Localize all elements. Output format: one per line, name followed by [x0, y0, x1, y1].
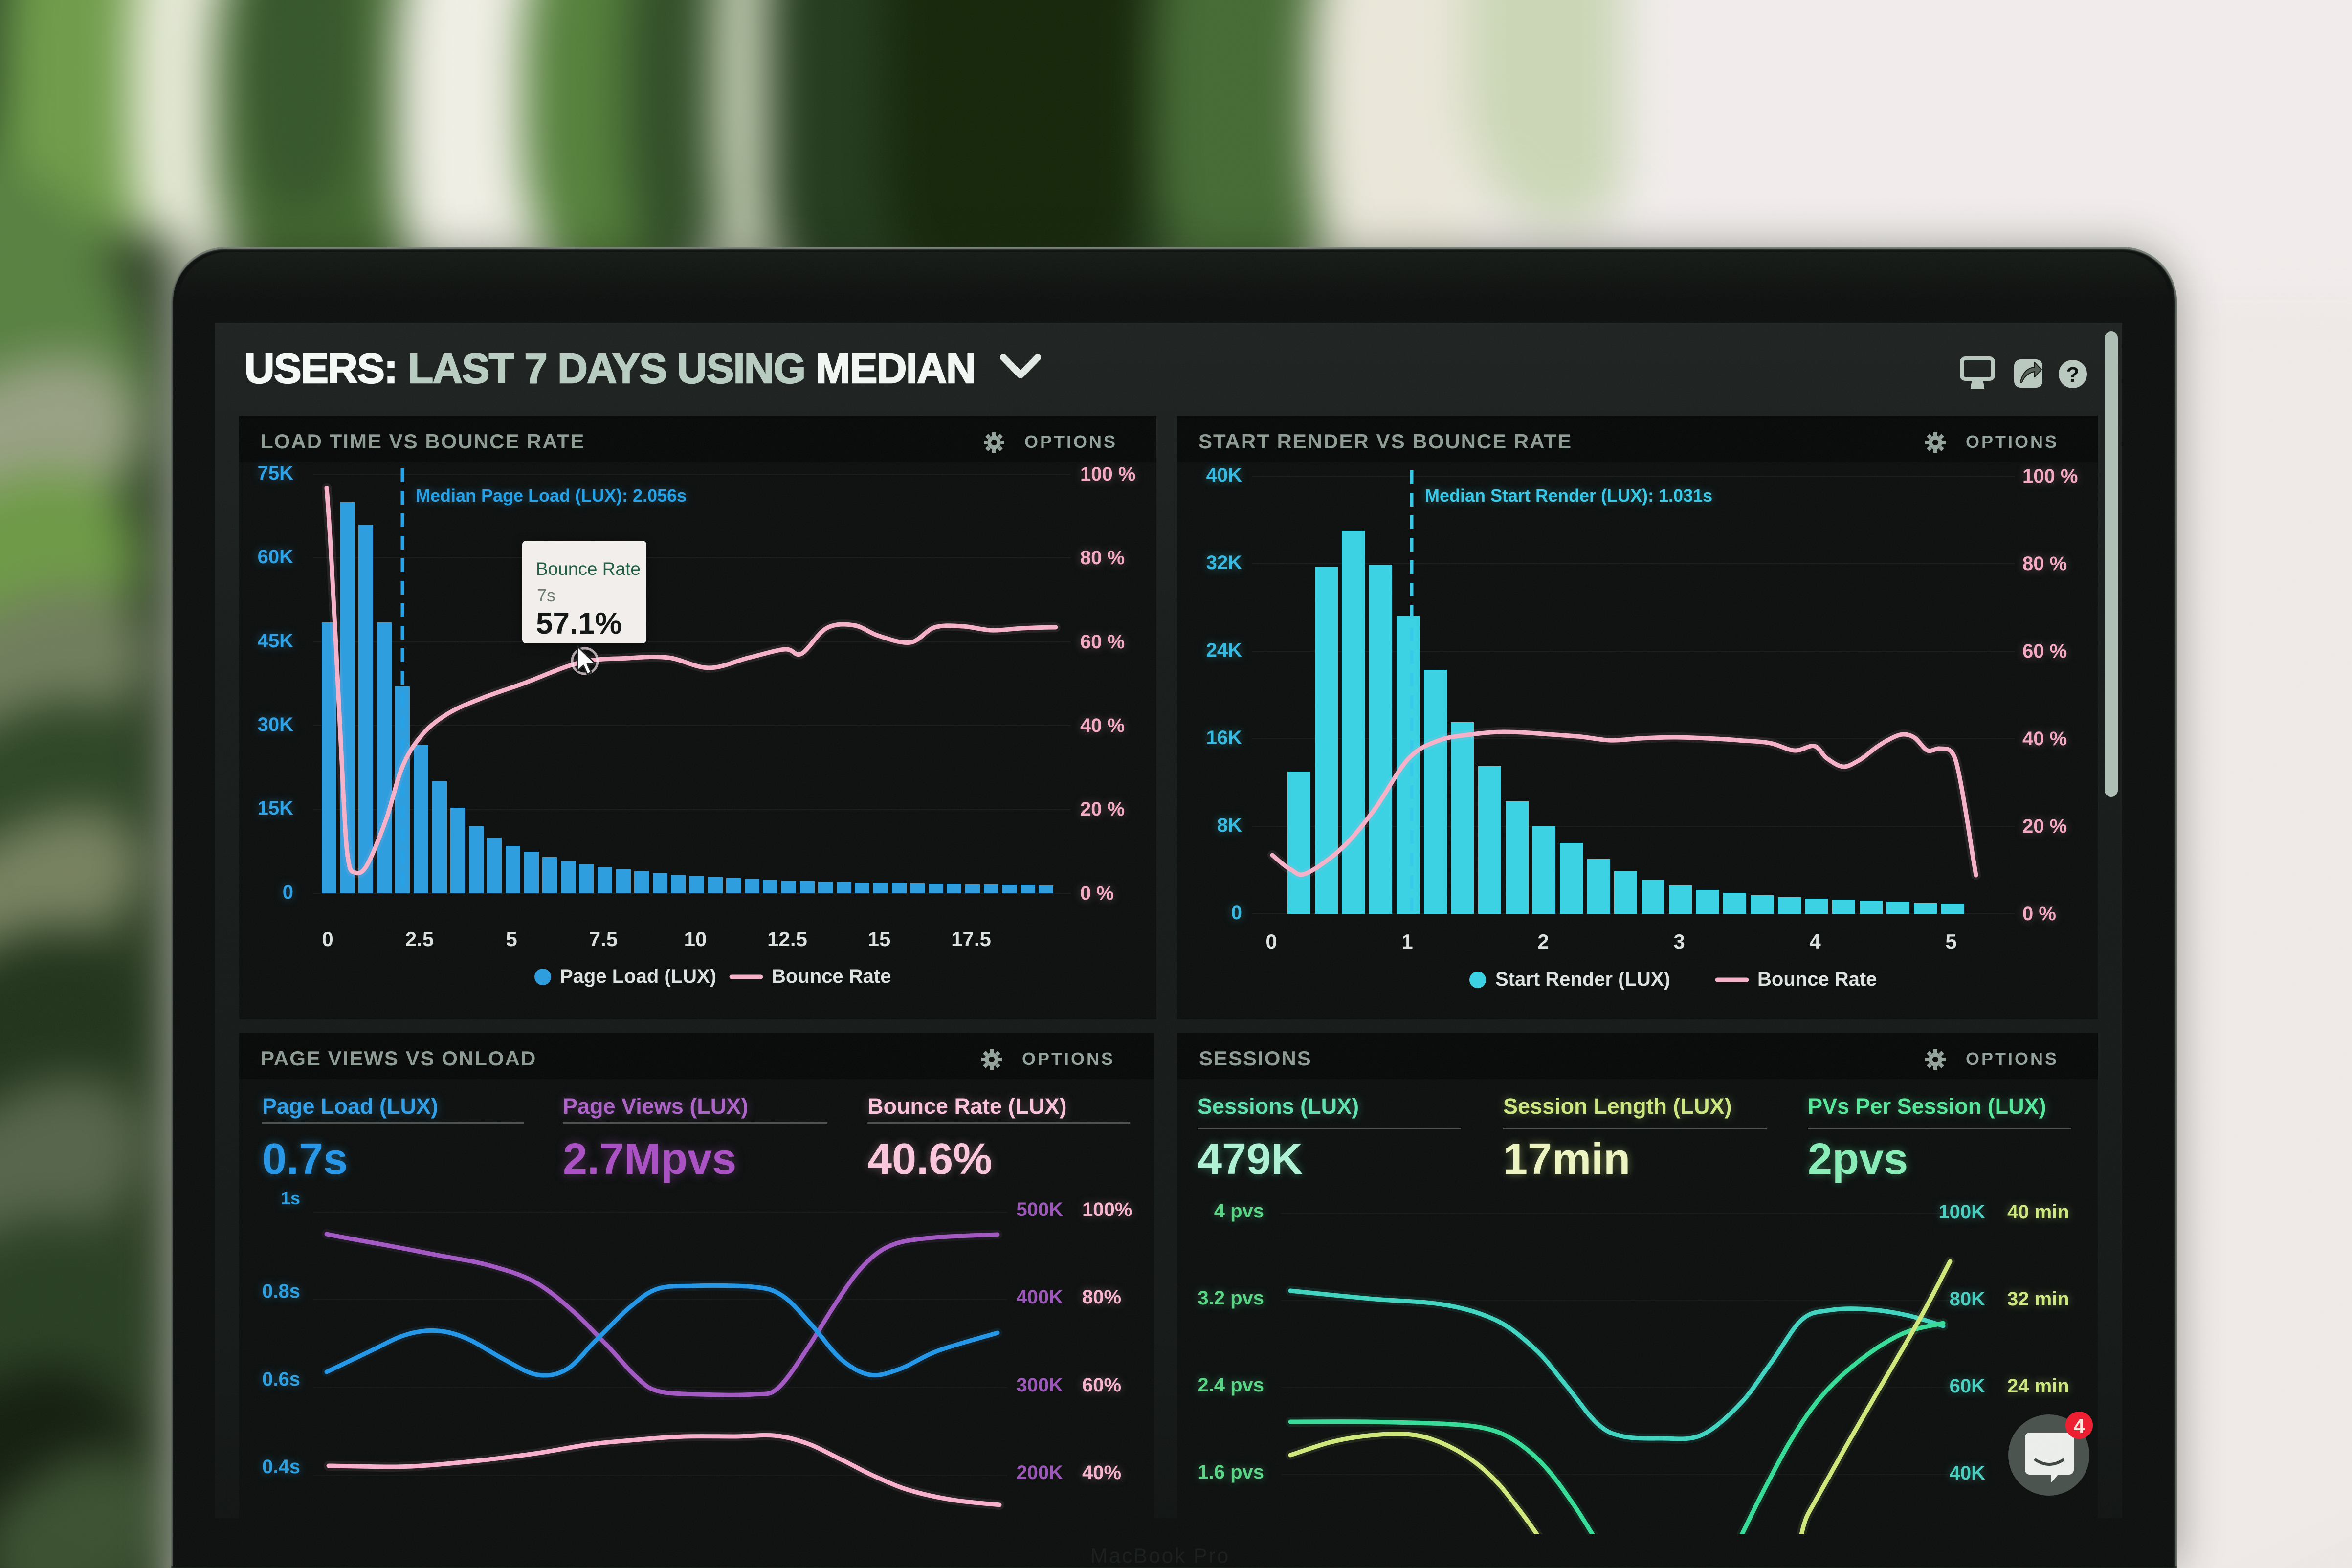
svg-text:4: 4: [2073, 1414, 2085, 1437]
svg-text:?: ?: [2066, 363, 2080, 387]
